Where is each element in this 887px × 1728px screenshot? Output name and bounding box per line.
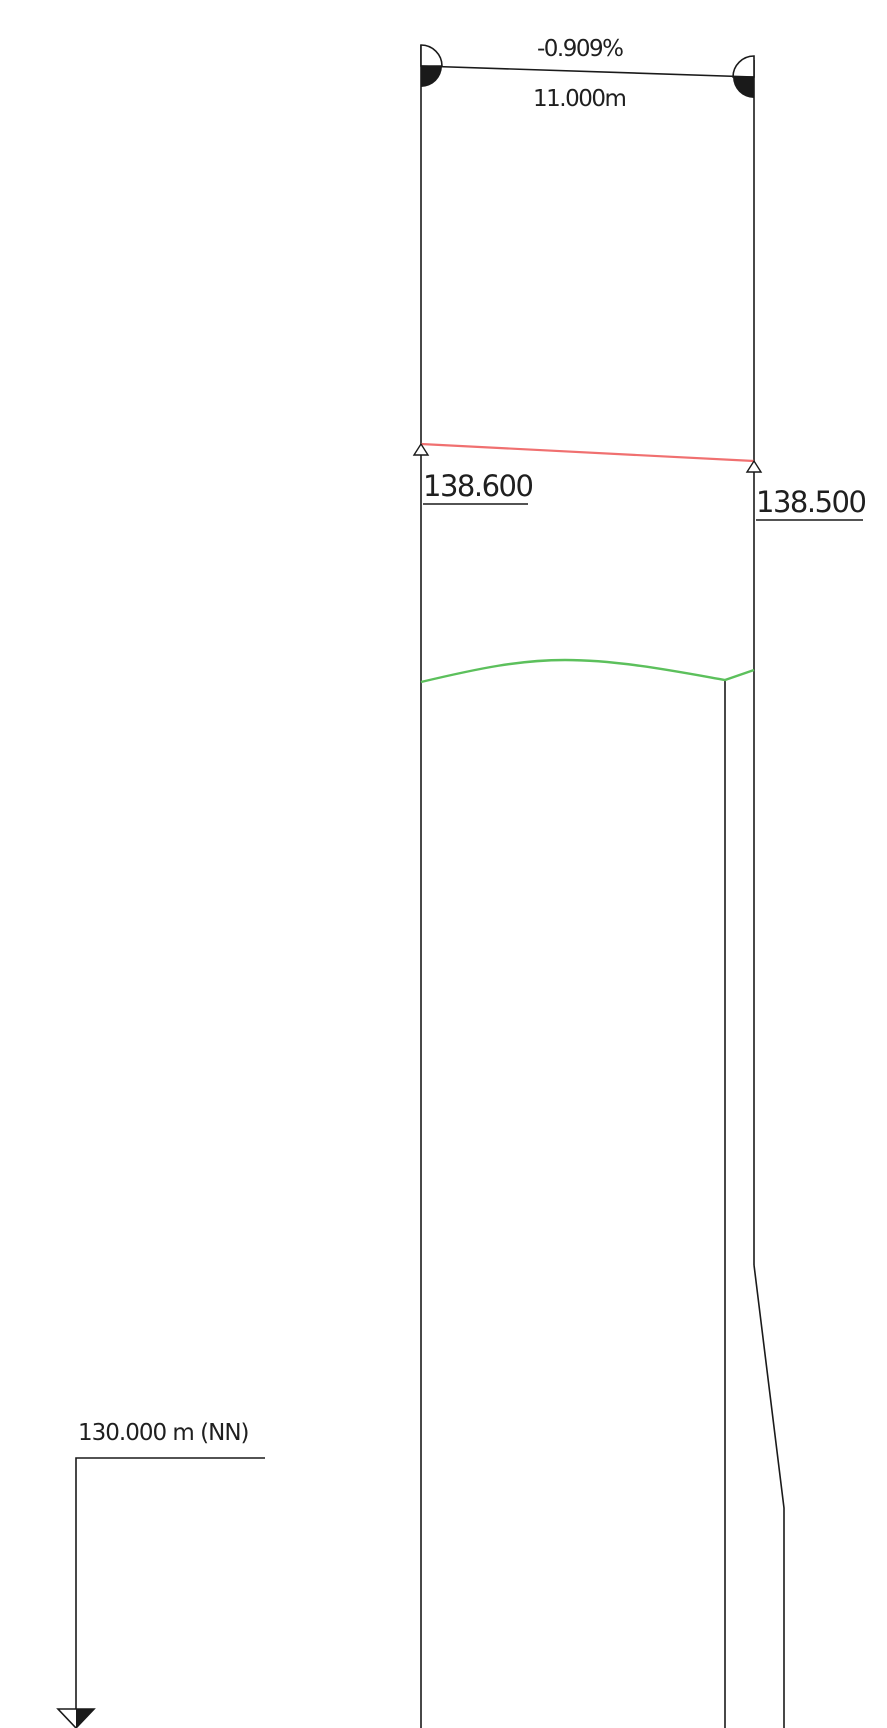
left-node-fill	[421, 66, 442, 87]
right-elevation-marker	[745, 459, 763, 473]
right-node-marker	[732, 55, 755, 78]
right-elevation-label: 138.500	[756, 485, 867, 519]
right-node-fill	[733, 77, 754, 98]
datum-label: 130.000 m (NN)	[78, 1420, 249, 1446]
datum-triangle-fill	[76, 1709, 94, 1728]
left-elevation-marker	[412, 442, 430, 456]
segment-length-label: 11.000m	[533, 86, 627, 112]
datum-reference-line	[75, 1457, 265, 1728]
terrain-line	[420, 658, 755, 684]
design-elevation-line	[420, 442, 755, 463]
left-elevation-label: 138.600	[423, 469, 534, 503]
slope-percent-label: -0.909%	[537, 36, 624, 62]
slope-line	[420, 65, 755, 78]
right-structure-taper	[753, 1264, 785, 1728]
left-node-marker	[420, 44, 443, 67]
